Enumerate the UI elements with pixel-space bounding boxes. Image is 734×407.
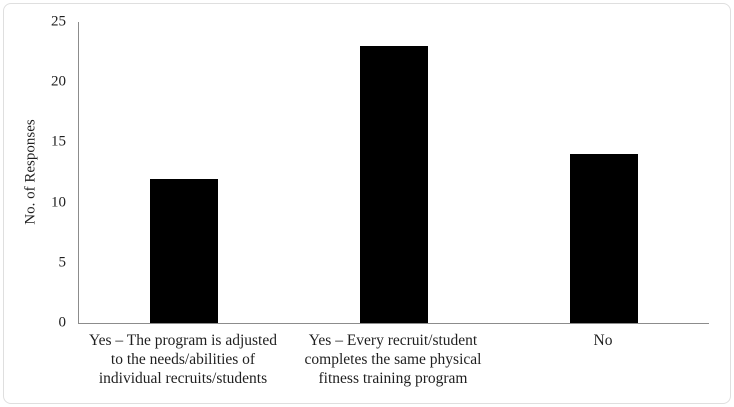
x-category-label-line: completes the same physical (304, 351, 482, 368)
y-axis-ticks: 0 5 10 15 20 25 (0, 14, 67, 330)
y-tick-label: 25 (51, 13, 66, 30)
figure-frame (3, 3, 731, 404)
x-category-label-line: individual recruits/students (98, 370, 268, 387)
y-tick-label: 10 (51, 194, 66, 211)
y-tick-label: 5 (58, 254, 67, 271)
x-category-label-line: No (593, 332, 613, 349)
y-tick-label: 0 (58, 314, 67, 331)
x-category-label-line: Yes – Every recruit/student (308, 332, 478, 349)
bar-1 (150, 179, 218, 323)
x-category-label-2: Yes – Every recruit/student completes the… (288, 331, 498, 388)
x-category-label-line: Yes – The program is adjusted (89, 332, 277, 349)
x-category-label-3: No (498, 331, 708, 350)
y-tick-label: 15 (51, 133, 66, 150)
x-axis-category-labels: Yes – The program is adjusted to the need… (78, 331, 708, 391)
y-tick-label: 20 (51, 73, 66, 90)
x-category-label-line: fitness training program (318, 370, 468, 387)
x-category-label-1: Yes – The program is adjusted to the need… (78, 331, 288, 388)
bar-3 (570, 154, 638, 323)
x-category-label-line: to the needs/abilities of (110, 351, 256, 368)
bar-2 (360, 46, 428, 323)
plot-area (78, 22, 709, 324)
